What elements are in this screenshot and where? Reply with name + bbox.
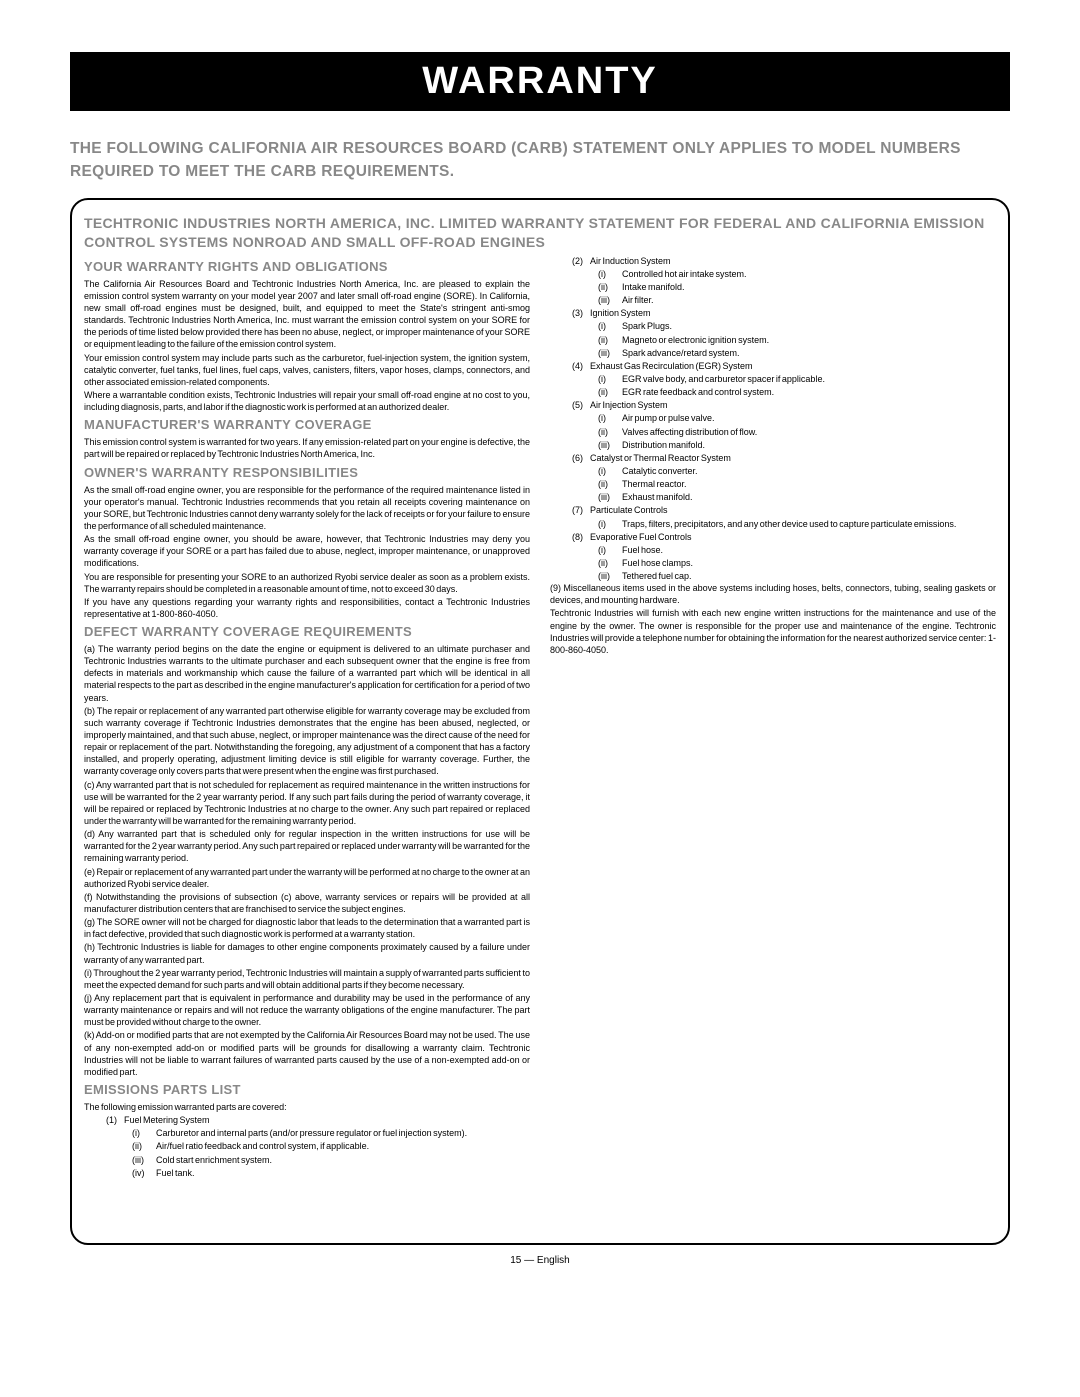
- paragraph: (b) The repair or replacement of any war…: [84, 705, 530, 778]
- paragraph: You are responsible for presenting your …: [84, 571, 530, 595]
- parts-subitem: (ii)Thermal reactor.: [550, 478, 996, 490]
- warranty-box: TECHTRONIC INDUSTRIES NORTH AMERICA, INC…: [70, 198, 1010, 1245]
- parts-item: (5)Air Injection System: [550, 399, 996, 411]
- parts-subitem: (iii)Distribution manifold.: [550, 439, 996, 451]
- parts-item: (2)Air Induction System: [550, 255, 996, 267]
- parts-item: (8)Evaporative Fuel Controls: [550, 531, 996, 543]
- paragraph: (f) Notwithstanding the provisions of su…: [84, 891, 530, 915]
- parts-item: (7)Particulate Controls: [550, 504, 996, 516]
- paragraph: (e) Repair or replacement of any warrant…: [84, 866, 530, 890]
- section-owner: OWNER'S WARRANTY RESPONSIBILITIES: [84, 465, 530, 480]
- parts-subitem: (ii)EGR rate feedback and control system…: [550, 386, 996, 398]
- paragraph: (i) Throughout the 2 year warranty perio…: [84, 967, 530, 991]
- parts-subitem: (iii)Tethered fuel cap.: [550, 570, 996, 582]
- parts-subitem: (i)Carburetor and internal parts (and/or…: [84, 1127, 530, 1139]
- parts-subitem: (ii)Valves affecting distribution of flo…: [550, 426, 996, 438]
- parts-subitem: (ii)Air/fuel ratio feedback and control …: [84, 1140, 530, 1152]
- parts-subitem: (ii)Intake manifold.: [550, 281, 996, 293]
- paragraph: As the small off-road engine owner, you …: [84, 484, 530, 533]
- parts-item: (3)Ignition System: [550, 307, 996, 319]
- parts-subitem: (i)EGR valve body, and carburetor spacer…: [550, 373, 996, 385]
- paragraph: If you have any questions regarding your…: [84, 596, 530, 620]
- parts-subitem: (iii)Air ﬁlter.: [550, 294, 996, 306]
- paragraph: As the small off-road engine owner, you …: [84, 533, 530, 569]
- parts-subitem: (iii)Cold start enrichment system.: [84, 1154, 530, 1166]
- parts-subitem: (i)Spark Plugs.: [550, 320, 996, 332]
- parts-item: (6)Catalyst or Thermal Reactor System: [550, 452, 996, 464]
- paragraph: (9) Miscellaneous items used in the abov…: [550, 582, 996, 606]
- paragraph: The California Air Resources Board and T…: [84, 278, 530, 351]
- paragraph: (h) Techtronic Industries is liable for …: [84, 941, 530, 965]
- section-parts: EMISSIONS PARTS LIST: [84, 1082, 530, 1097]
- parts-subitem: (i)Catalytic converter.: [550, 465, 996, 477]
- section-mfg: MANUFACTURER'S WARRANTY COVERAGE: [84, 417, 530, 432]
- paragraph: (a) The warranty period begins on the da…: [84, 643, 530, 704]
- paragraph: (k) Add-on or modified parts that are no…: [84, 1029, 530, 1078]
- parts-subitem: (ii)Magneto or electronic ignition syste…: [550, 334, 996, 346]
- parts-subitem: (i)Controlled hot air intake system.: [550, 268, 996, 280]
- parts-subitem: (ii)Fuel hose clamps.: [550, 557, 996, 569]
- section-defect: DEFECT WARRANTY COVERAGE REQUIREMENTS: [84, 624, 530, 639]
- parts-subitem: (i)Air pump or pulse valve.: [550, 412, 996, 424]
- carb-subhead: THE FOLLOWING CALIFORNIA AIR RESOURCES B…: [70, 137, 1010, 184]
- box-heading: TECHTRONIC INDUSTRIES NORTH AMERICA, INC…: [84, 214, 996, 253]
- two-column-body: YOUR WARRANTY RIGHTS AND OBLIGATIONS The…: [84, 255, 996, 1225]
- parts-intro: The following emission warranted parts a…: [84, 1101, 530, 1113]
- paragraph: (d) Any warranted part that is scheduled…: [84, 828, 530, 864]
- parts-subitem: (iv)Fuel tank.: [84, 1167, 530, 1179]
- parts-subitem: (iii)Spark advance/retard system.: [550, 347, 996, 359]
- parts-subitem: (i)Traps, filters, precipitators, and an…: [550, 518, 996, 530]
- parts-subitem: (i)Fuel hose.: [550, 544, 996, 556]
- mfg-paragraph: This emission control system is warrante…: [84, 436, 530, 460]
- paragraph: Where a warrantable condition exists, Te…: [84, 389, 530, 413]
- section-rights: YOUR WARRANTY RIGHTS AND OBLIGATIONS: [84, 259, 530, 274]
- paragraph: (c) Any warranted part that is not sched…: [84, 779, 530, 828]
- page-number: 15 — English: [70, 1255, 1010, 1266]
- paragraph: Techtronic Industries will furnish with …: [550, 607, 996, 656]
- page-banner: WARRANTY: [70, 52, 1010, 111]
- parts-item: (1)Fuel Metering System: [84, 1114, 530, 1126]
- parts-subitem: (iii)Exhaust manifold.: [550, 491, 996, 503]
- paragraph: Your emission control system may include…: [84, 352, 530, 388]
- paragraph: (g) The SORE owner will not be charged f…: [84, 916, 530, 940]
- parts-item: (4)Exhaust Gas Recirculation (EGR) Syste…: [550, 360, 996, 372]
- paragraph: (j) Any replacement part that is equival…: [84, 992, 530, 1028]
